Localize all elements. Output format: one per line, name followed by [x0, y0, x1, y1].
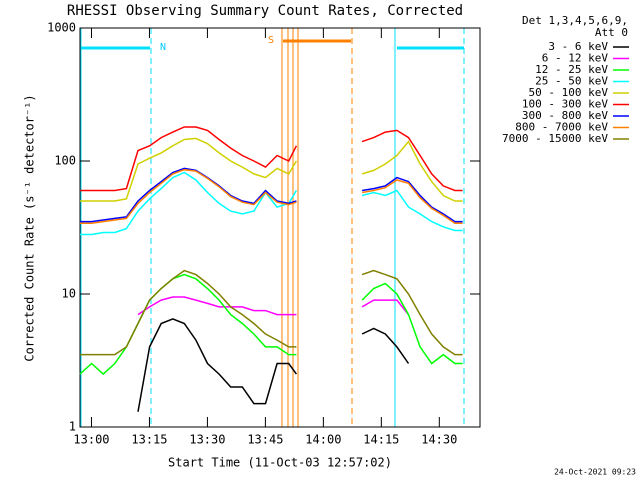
legend-label: 300 - 800 keV [522, 109, 608, 122]
y-tick-label: 1000 [47, 21, 76, 35]
annotation: N [160, 42, 166, 53]
legend-label: 800 - 7000 keV [515, 121, 608, 134]
y-axis-label: Corrected Count Rate (s⁻¹ detector⁻¹) [23, 94, 37, 361]
series-line [80, 137, 463, 202]
legend-label: 6 - 12 keV [542, 52, 609, 65]
series-line [137, 296, 410, 316]
x-tick-label: 13:45 [247, 433, 283, 447]
x-tick-label: 14:00 [305, 433, 341, 447]
legend-title: Det 1,3,4,5,6,9, [522, 14, 628, 27]
chart-title: RHESSI Observing Summary Count Rates, Co… [67, 3, 463, 19]
legend-label: 100 - 300 keV [522, 98, 608, 111]
y-tick-label: 100 [54, 154, 76, 168]
series-line [137, 318, 410, 412]
series-line [80, 167, 463, 223]
intervals: N S [80, 28, 465, 427]
legend-title: Att 0 [595, 26, 628, 39]
x-tick-label: 13:00 [73, 433, 109, 447]
legend-label: 7000 - 15000 keV [502, 132, 608, 145]
series-line [80, 269, 463, 356]
legend-label: 12 - 25 keV [535, 63, 608, 76]
x-axis-label: Start Time (11-Oct-03 12:57:02) [168, 456, 392, 470]
footer: 24-Oct-2021 09:23 [554, 468, 636, 477]
series-line [80, 168, 463, 225]
y-tick-label: 1 [69, 420, 76, 434]
plot-frame [79, 27, 481, 428]
x-tick-label: 14:30 [421, 433, 457, 447]
x-tick-label: 13:30 [189, 433, 225, 447]
series-line [80, 126, 463, 192]
x-tick-label: 14:15 [363, 433, 399, 447]
x-tick-label: 13:15 [131, 433, 167, 447]
series-line [79, 273, 463, 376]
legend-label: 3 - 6 keV [548, 40, 608, 53]
annotation: S [268, 35, 274, 46]
legend-label: 25 - 50 keV [535, 75, 608, 88]
y-tick-label: 10 [62, 287, 76, 301]
legend-label: 50 - 100 keV [529, 86, 609, 99]
